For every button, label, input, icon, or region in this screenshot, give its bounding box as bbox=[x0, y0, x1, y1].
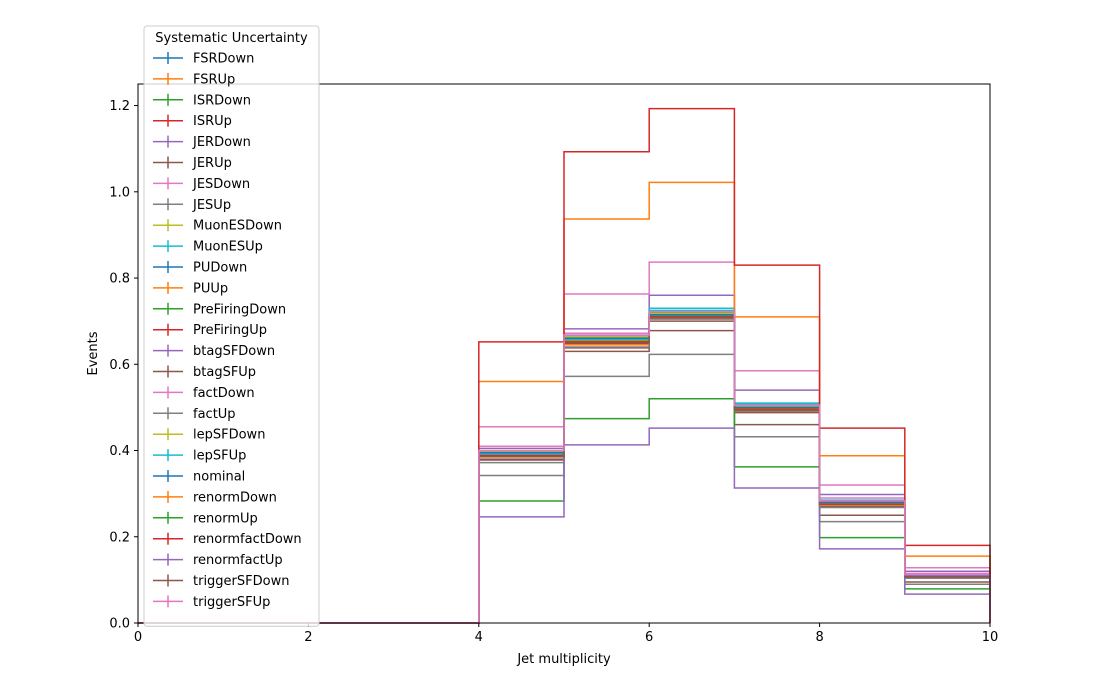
legend-label: JESDown bbox=[192, 177, 250, 192]
legend-entry-FSRDown: FSRDown bbox=[153, 52, 254, 67]
legend-entry-renormDown: renormDown bbox=[153, 490, 277, 505]
legend-label: factUp bbox=[193, 407, 236, 422]
x-tick-label: 10 bbox=[982, 630, 999, 645]
legend-entry-factUp: factUp bbox=[153, 407, 236, 422]
legend-entry-btagSFUp: btagSFUp bbox=[153, 365, 256, 380]
legend-label: ISRDown bbox=[193, 93, 251, 108]
legend: Systematic Uncertainty FSRDown FSRUp ISRDo… bbox=[143, 25, 320, 627]
legend-entry-ISRDown: ISRDown bbox=[153, 93, 251, 108]
legend-entry-lepSFDown: lepSFDown bbox=[153, 428, 265, 443]
legend-entry-lepSFUp: lepSFUp bbox=[153, 449, 246, 464]
legend-entry-triggerSFUp: triggerSFUp bbox=[153, 595, 270, 610]
legend-entry-nominal: nominal bbox=[153, 470, 245, 485]
y-tick-label: 0.8 bbox=[109, 272, 130, 287]
legend-entry-JESUp: JESUp bbox=[153, 198, 231, 213]
x-axis: 0 2 4 6 8 10 bbox=[134, 623, 998, 645]
y-tick-label: 1.0 bbox=[109, 185, 130, 200]
legend-label: MuonESUp bbox=[193, 240, 263, 255]
legend-entry-ISRUp: ISRUp bbox=[153, 114, 232, 129]
legend-label: FSRUp bbox=[193, 72, 235, 87]
y-axis: 0.0 0.2 0.4 0.6 0.8 1.0 1.2 bbox=[109, 99, 138, 632]
legend-label: triggerSFDown bbox=[193, 574, 289, 589]
legend-entry-PreFiringDown: PreFiringDown bbox=[153, 302, 286, 317]
legend-label: PUUp bbox=[193, 281, 228, 296]
legend-label: JERDown bbox=[192, 135, 251, 150]
legend-entry-FSRUp: FSRUp bbox=[153, 72, 235, 87]
legend-entry-renormfactDown: renormfactDown bbox=[153, 532, 302, 547]
legend-label: renormDown bbox=[193, 490, 277, 505]
legend-entry-JERUp: JERUp bbox=[153, 156, 232, 171]
legend-label: MuonESDown bbox=[193, 219, 282, 234]
legend-label: renormUp bbox=[193, 511, 258, 526]
y-axis-title: Events bbox=[86, 331, 101, 375]
legend-label: btagSFDown bbox=[193, 344, 275, 359]
y-tick-label: 0.4 bbox=[109, 444, 130, 459]
legend-label: triggerSFUp bbox=[193, 595, 270, 610]
legend-label: lepSFDown bbox=[193, 428, 265, 443]
y-tick-label: 0.0 bbox=[109, 617, 130, 632]
x-tick-label: 0 bbox=[134, 630, 142, 645]
legend-box bbox=[143, 25, 320, 627]
legend-label: factDown bbox=[193, 386, 255, 401]
y-tick-label: 0.2 bbox=[109, 530, 130, 545]
legend-label: ISRUp bbox=[193, 114, 232, 129]
legend-entry-JESDown: JESDown bbox=[153, 177, 250, 192]
legend-entries: FSRDown FSRUp ISRDown ISRUp JERDown JERUp JESD… bbox=[153, 52, 302, 610]
x-tick-label: 8 bbox=[815, 630, 823, 645]
legend-label: renormfactDown bbox=[193, 532, 302, 547]
legend-entry-PreFiringUp: PreFiringUp bbox=[153, 323, 267, 338]
legend-entry-triggerSFDown: triggerSFDown bbox=[153, 574, 289, 589]
legend-label: lepSFUp bbox=[193, 449, 246, 464]
legend-label: JERUp bbox=[192, 156, 232, 171]
legend-label: renormfactUp bbox=[193, 553, 283, 568]
legend-label: btagSFUp bbox=[193, 365, 256, 380]
x-axis-title: Jet multiplicity bbox=[516, 652, 611, 667]
legend-label: nominal bbox=[193, 470, 245, 485]
legend-entry-renormfactUp: renormfactUp bbox=[153, 553, 283, 568]
plot-frame bbox=[137, 83, 991, 624]
y-tick-label: 0.6 bbox=[109, 358, 130, 373]
x-tick-label: 6 bbox=[645, 630, 653, 645]
legend-entry-MuonESDown: MuonESDown bbox=[153, 219, 282, 234]
legend-entry-renormUp: renormUp bbox=[153, 511, 258, 526]
legend-entry-PUDown: PUDown bbox=[153, 261, 247, 276]
legend-entry-factDown: factDown bbox=[153, 386, 255, 401]
legend-entry-JERDown: JERDown bbox=[153, 135, 251, 150]
legend-title: Systematic Uncertainty bbox=[155, 31, 308, 46]
x-tick-label: 4 bbox=[475, 630, 483, 645]
legend-entry-btagSFDown: btagSFDown bbox=[153, 344, 275, 359]
y-tick-label: 1.2 bbox=[109, 99, 130, 114]
x-tick-label: 2 bbox=[304, 630, 312, 645]
legend-label: PUDown bbox=[193, 261, 247, 276]
legend-label: FSRDown bbox=[193, 52, 254, 67]
legend-label: JESUp bbox=[192, 198, 231, 213]
legend-entry-MuonESUp: MuonESUp bbox=[153, 240, 263, 255]
legend-label: PreFiringDown bbox=[193, 302, 286, 317]
legend-label: PreFiringUp bbox=[193, 323, 267, 338]
legend-entry-PUUp: PUUp bbox=[153, 281, 228, 296]
